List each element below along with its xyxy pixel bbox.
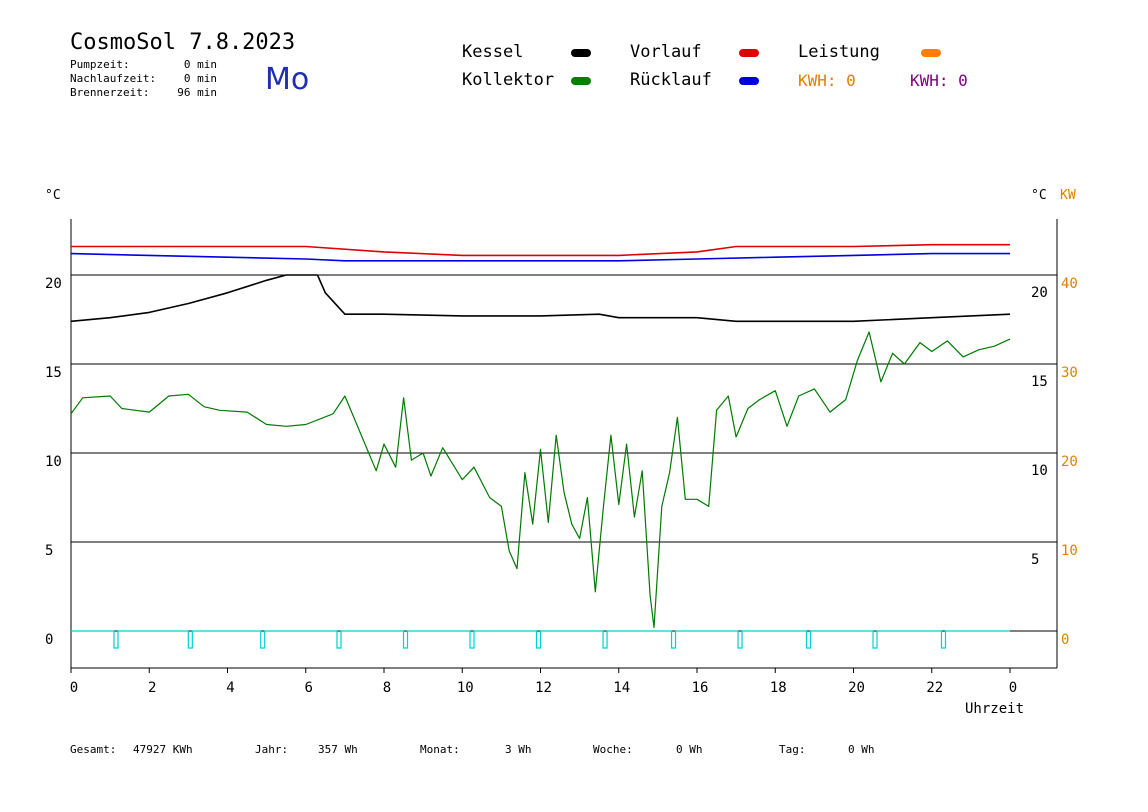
total-gesamt-value: 47927 KWh [133, 743, 193, 756]
x-tick-label: 6 [305, 680, 313, 696]
legend-kessel-label: Kessel [462, 42, 524, 62]
x-axis-label: Uhrzeit [965, 701, 1025, 717]
x-tick-label: 16 [692, 680, 709, 696]
x-tick-label: 2 [148, 680, 156, 696]
weekday-label: Mo [265, 62, 310, 97]
stat-brenner-label: Brennerzeit: [70, 86, 150, 99]
y-kw-tick-label: 0 [1061, 632, 1069, 648]
chart-frame [70, 219, 1058, 669]
left-axis-unit: °C [45, 188, 61, 203]
total-woche-value: 0 Wh [676, 743, 703, 756]
stat-nachlauf-value: 0 min [183, 72, 217, 85]
total-woche-label: Woche: [593, 743, 633, 756]
y-right-tick-label: 15 [1031, 374, 1048, 390]
series-line-kollektor [70, 331, 1011, 629]
kwh-purple: KWH: 0 [910, 71, 968, 90]
right-axis-unit: °C [1031, 188, 1047, 203]
y-kw-tick-label: 20 [1061, 454, 1078, 470]
total-gesamt-label: Gesamt: [70, 743, 117, 756]
y-left-tick-label: 5 [45, 543, 53, 559]
total-jahr-value: 357 Wh [318, 743, 358, 756]
x-tick-label: 8 [383, 680, 391, 696]
y-left-tick-label: 20 [45, 276, 62, 292]
x-tick-label: 20 [848, 680, 865, 696]
page-title: CosmoSol 7.8.2023 [70, 30, 296, 55]
stat-pump-label: Pumpzeit: [70, 58, 130, 71]
y-right-tick-label: 20 [1031, 285, 1048, 301]
legend-ruecklauf-swatch [739, 77, 759, 85]
series-line-pump [71, 630, 1010, 649]
stat-brenner-value: 96 min [177, 86, 217, 99]
y-left-tick-label: 15 [45, 365, 62, 381]
y-left-tick-label: 10 [45, 454, 62, 470]
total-monat-label: Monat: [420, 743, 460, 756]
legend-ruecklauf-label: Rücklauf [630, 70, 712, 90]
legend-vorlauf-label: Vorlauf [630, 42, 702, 62]
total-tag-value: 0 Wh [848, 743, 875, 756]
x-tick-label: 0 [70, 680, 78, 696]
total-jahr-label: Jahr: [255, 743, 289, 756]
y-kw-tick-label: 30 [1061, 365, 1078, 381]
chart-grid [71, 274, 1057, 632]
legend-leistung-label: Leistung [798, 42, 880, 62]
x-tick-label: 12 [535, 680, 552, 696]
x-tick-label: 14 [613, 680, 630, 696]
series-line-vorlauf [71, 243, 1010, 257]
kwh-orange: KWH: 0 [798, 71, 856, 90]
series-line-kessel [70, 274, 1011, 323]
legend-kollektor-label: Kollektor [462, 70, 555, 90]
legend-leistung-swatch [921, 49, 941, 57]
kw-axis-unit: KW [1060, 188, 1076, 203]
legend-kollektor-swatch [571, 77, 591, 85]
legend-kessel-swatch [571, 49, 591, 57]
y-right-tick-label: 10 [1031, 463, 1048, 479]
y-right-tick-label: 5 [1031, 552, 1039, 568]
total-tag-label: Tag: [779, 743, 806, 756]
y-kw-tick-label: 10 [1061, 543, 1078, 559]
chart-ticks: 0 2 4 6 8 10 12 14 16 18 20 22 0 0 5 10 15 20 5 10 15 20 0 10 20… [45, 276, 1078, 696]
stat-pump-value: 0 min [183, 58, 217, 71]
chart-series [70, 243, 1011, 649]
x-tick-label: 4 [226, 680, 234, 696]
x-tick-label: 22 [926, 680, 943, 696]
y-left-tick-label: 0 [45, 632, 53, 648]
stat-nachlauf-label: Nachlaufzeit: [70, 72, 157, 85]
x-tick-label: 0 [1009, 680, 1017, 696]
x-tick-label: 18 [770, 680, 787, 696]
x-tick-label: 10 [457, 680, 474, 696]
total-monat-value: 3 Wh [505, 743, 532, 756]
series-line-ruecklauf [70, 252, 1010, 262]
y-kw-tick-label: 40 [1061, 276, 1078, 292]
legend-vorlauf-swatch [739, 49, 759, 57]
